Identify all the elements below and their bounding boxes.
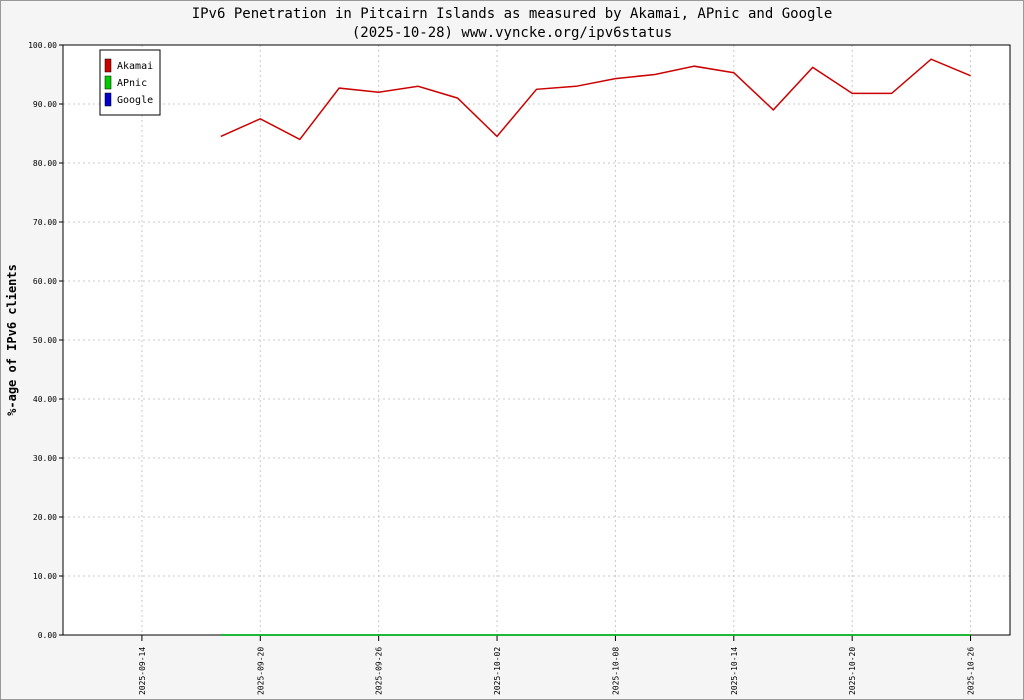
y-tick-label: 20.00 bbox=[33, 513, 57, 522]
x-tick-label: 2025-09-26 bbox=[375, 647, 384, 695]
legend-swatch bbox=[104, 58, 112, 73]
y-tick-label: 100.00 bbox=[28, 41, 57, 50]
legend-label: Akamai bbox=[117, 61, 153, 72]
y-tick-label: 90.00 bbox=[33, 100, 57, 109]
x-tick-label: 2025-09-20 bbox=[256, 647, 265, 695]
x-tick-label: 2025-10-14 bbox=[730, 647, 739, 695]
legend-label: Google bbox=[117, 95, 153, 106]
y-tick-label: 10.00 bbox=[33, 572, 57, 581]
series-line bbox=[220, 58, 971, 141]
x-tick-label: 2025-10-20 bbox=[848, 647, 857, 695]
y-tick-label: 60.00 bbox=[33, 277, 57, 286]
legend-swatch bbox=[104, 75, 112, 90]
chart-subtitle: (2025-10-28) www.vyncke.org/ipv6status bbox=[352, 25, 672, 41]
x-tick-label: 2025-09-14 bbox=[138, 647, 147, 695]
x-tick-label: 2025-10-08 bbox=[611, 647, 620, 695]
x-tick-label: 2025-10-26 bbox=[967, 647, 976, 695]
y-tick-label: 0.00 bbox=[38, 631, 57, 640]
legend-swatch bbox=[104, 92, 112, 107]
plot-area bbox=[63, 45, 1010, 635]
y-tick-label: 40.00 bbox=[33, 395, 57, 404]
chart-title: IPv6 Penetration in Pitcairn Islands as … bbox=[192, 6, 833, 22]
y-tick-label: 30.00 bbox=[33, 454, 57, 463]
y-tick-label: 70.00 bbox=[33, 218, 57, 227]
x-tick-label: 2025-10-02 bbox=[493, 647, 502, 695]
y-axis-label: %-age of IPv6 clients bbox=[5, 264, 19, 416]
y-tick-label: 50.00 bbox=[33, 336, 57, 345]
y-tick-label: 80.00 bbox=[33, 159, 57, 168]
legend-label: APnic bbox=[117, 78, 147, 89]
